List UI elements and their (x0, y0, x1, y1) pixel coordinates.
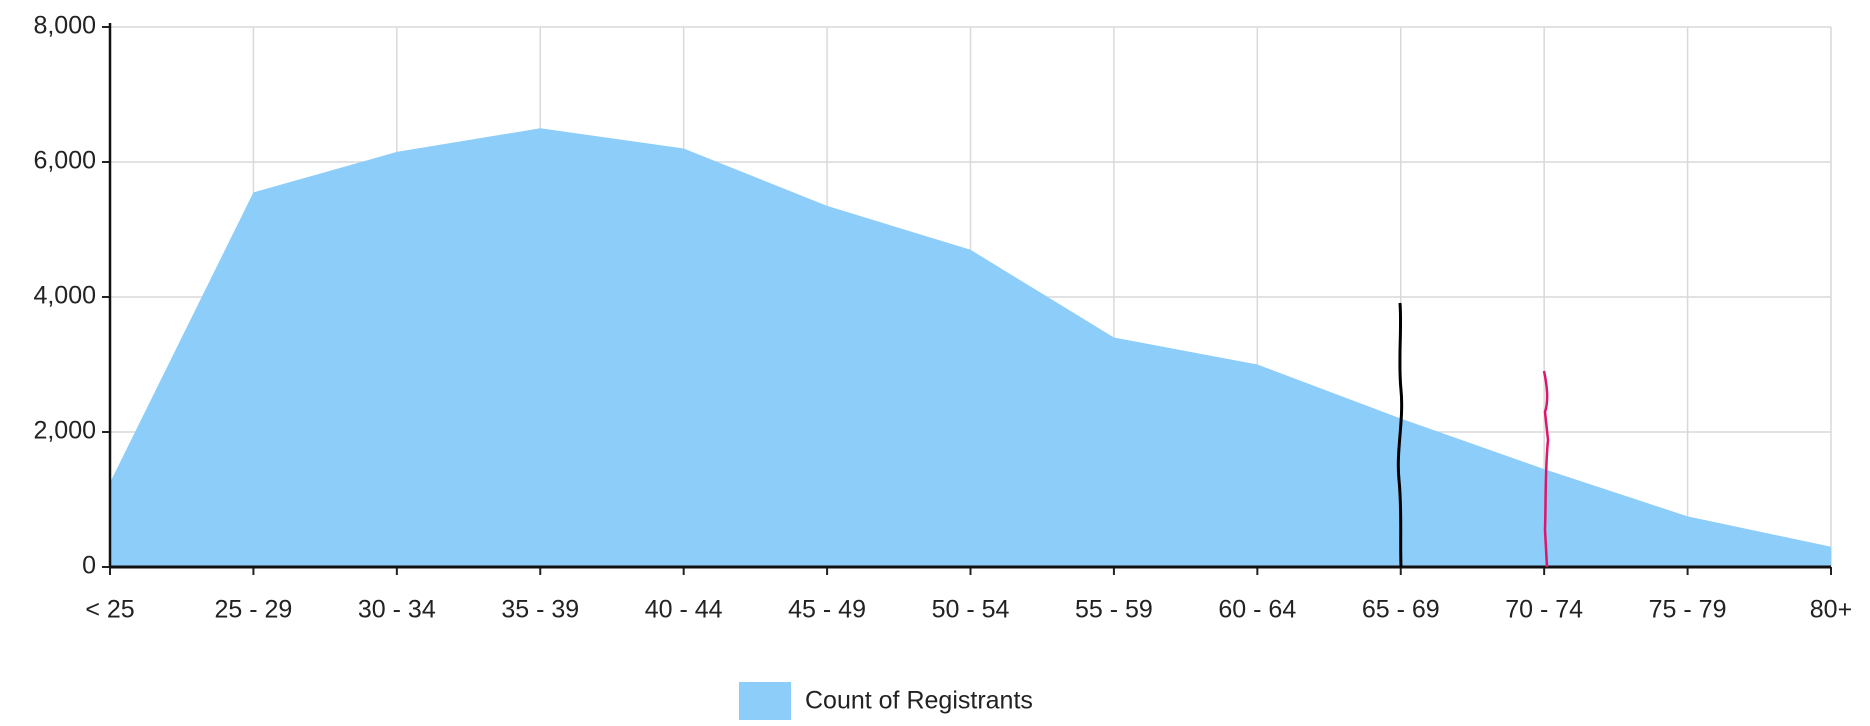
x-tick-label: 45 - 49 (788, 596, 866, 624)
area (110, 128, 1831, 567)
x-tick-label: 50 - 54 (932, 596, 1010, 624)
y-tick-label: 0 (82, 552, 96, 580)
hand-drawn-mark (1542, 370, 1550, 568)
x-tick-label: 55 - 59 (1075, 596, 1153, 624)
x-tick-label: 30 - 34 (358, 596, 436, 624)
legend-label: Count of Registrants (805, 687, 1033, 715)
x-tick-label: 25 - 29 (214, 596, 292, 624)
x-tick-label: 60 - 64 (1218, 596, 1296, 624)
y-tick-label: 8,000 (33, 12, 96, 40)
axes: 0 2,000 4,000 6,000 8,000 < 25 25 - 29 30 - 34 3… (33, 12, 1852, 624)
x-tick-label: 80+ (1810, 596, 1852, 624)
x-tick-label: 35 - 39 (501, 596, 579, 624)
hand-drawn-mark (1396, 302, 1404, 568)
x-tick-label: 75 - 79 (1649, 596, 1727, 624)
legend-swatch (739, 682, 791, 720)
y-tick-label: 6,000 (33, 147, 96, 175)
x-tick-label: 40 - 44 (645, 596, 723, 624)
x-tick-label: < 25 (85, 596, 134, 624)
x-tick-label: 65 - 69 (1362, 596, 1440, 624)
x-tick-label: 70 - 74 (1505, 596, 1583, 624)
plot (110, 128, 1831, 567)
y-tick-label: 2,000 (33, 417, 96, 445)
y-tick-label: 4,000 (33, 282, 96, 310)
